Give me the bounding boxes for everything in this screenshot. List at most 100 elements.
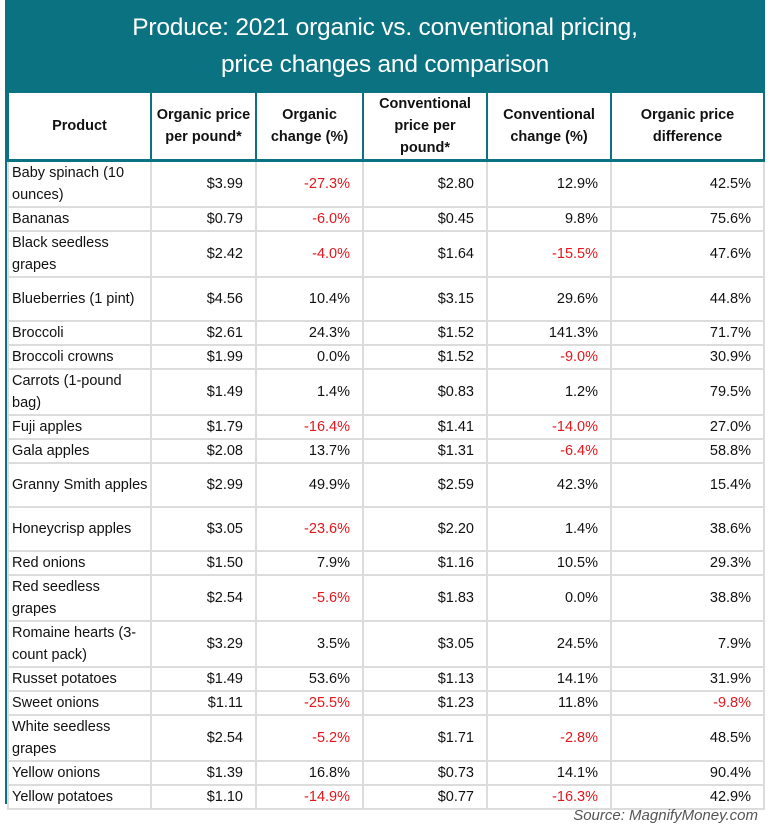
- cell-conventional-price: $2.80: [362, 159, 488, 208]
- title-line-1: Produce: 2021 organic vs. conventional p…: [132, 14, 638, 41]
- cell-conventional-change: 10.5%: [486, 550, 612, 576]
- cell-organic-price: $1.50: [150, 550, 257, 576]
- cell-organic-difference: 58.8%: [610, 438, 765, 464]
- table-row: Granny Smith apples $2.99 49.9% $2.59 42.3% 1…: [7, 462, 765, 508]
- cell-conventional-price: $3.15: [362, 276, 488, 322]
- cell-conventional-price: $2.59: [362, 462, 488, 508]
- source-credit: Source: MagnifyMoney.com: [573, 807, 758, 824]
- cell-organic-price: $2.42: [150, 230, 257, 278]
- cell-organic-price: $2.61: [150, 320, 257, 346]
- cell-product: Blueberries (1 pint): [7, 276, 152, 322]
- header-organic-price: Organic price per pound*: [150, 93, 257, 162]
- cell-organic-price: $2.08: [150, 438, 257, 464]
- cell-conventional-price: $1.16: [362, 550, 488, 576]
- cell-organic-change: -4.0%: [255, 230, 364, 278]
- cell-product: Red onions: [7, 550, 152, 576]
- cell-organic-price: $1.99: [150, 344, 257, 370]
- cell-conventional-price: $1.52: [362, 320, 488, 346]
- header-conventional-change: Conventional change (%): [486, 93, 612, 162]
- cell-product: Black seedless grapes: [7, 230, 152, 278]
- cell-organic-difference: 31.9%: [610, 666, 765, 692]
- cell-conventional-price: $3.05: [362, 620, 488, 668]
- cell-organic-difference: 90.4%: [610, 760, 765, 786]
- cell-organic-price: $3.99: [150, 159, 257, 208]
- table-row: Russet potatoes $1.49 53.6% $1.13 14.1% 31.9%: [7, 666, 765, 692]
- table-row: Yellow potatoes $1.10 -14.9% $0.77 -16.3% 42.…: [7, 784, 765, 810]
- cell-conventional-change: 29.6%: [486, 276, 612, 322]
- cell-organic-price: $1.49: [150, 368, 257, 416]
- cell-conventional-price: $1.23: [362, 690, 488, 716]
- cell-organic-price: $1.39: [150, 760, 257, 786]
- cell-conventional-change: -2.8%: [486, 714, 612, 762]
- cell-conventional-change: 14.1%: [486, 760, 612, 786]
- table-row: Red seedless grapes $2.54 -5.6% $1.83 0.0% 38…: [7, 574, 765, 622]
- cell-organic-difference: 42.9%: [610, 784, 765, 810]
- cell-organic-difference: 42.5%: [610, 159, 765, 208]
- cell-organic-difference: 27.0%: [610, 414, 765, 440]
- cell-organic-change: 53.6%: [255, 666, 364, 692]
- cell-conventional-price: $1.64: [362, 230, 488, 278]
- cell-organic-difference: 47.6%: [610, 230, 765, 278]
- cell-conventional-change: -9.0%: [486, 344, 612, 370]
- cell-conventional-price: $0.45: [362, 206, 488, 232]
- cell-conventional-price: $0.73: [362, 760, 488, 786]
- cell-product: Honeycrisp apples: [7, 506, 152, 552]
- table-row: Gala apples $2.08 13.7% $1.31 -6.4% 58.8%: [7, 438, 765, 464]
- cell-organic-change: 7.9%: [255, 550, 364, 576]
- cell-organic-difference: 38.8%: [610, 574, 765, 622]
- cell-organic-change: -14.9%: [255, 784, 364, 810]
- cell-product: Romaine hearts (3-count pack): [7, 620, 152, 668]
- table-row: Bananas $0.79 -6.0% $0.45 9.8% 75.6%: [7, 206, 765, 232]
- cell-conventional-change: 0.0%: [486, 574, 612, 622]
- cell-conventional-price: $1.13: [362, 666, 488, 692]
- table-row: Red onions $1.50 7.9% $1.16 10.5% 29.3%: [7, 550, 765, 576]
- cell-organic-difference: 30.9%: [610, 344, 765, 370]
- cell-conventional-change: -15.5%: [486, 230, 612, 278]
- cell-conventional-price: $1.83: [362, 574, 488, 622]
- cell-organic-price: $2.54: [150, 574, 257, 622]
- header-organic-change: Organic change (%): [255, 93, 364, 162]
- cell-organic-price: $1.79: [150, 414, 257, 440]
- cell-conventional-change: 1.2%: [486, 368, 612, 416]
- cell-product: Broccoli: [7, 320, 152, 346]
- cell-product: White seedless grapes: [7, 714, 152, 762]
- table-row: Baby spinach (10 ounces) $3.99 -27.3% $2.80…: [7, 159, 765, 208]
- table-title: Produce: 2021 organic vs. conventional p…: [7, 0, 763, 93]
- cell-organic-price: $1.11: [150, 690, 257, 716]
- cell-organic-change: -27.3%: [255, 159, 364, 208]
- cell-conventional-change: -14.0%: [486, 414, 612, 440]
- cell-conventional-change: 9.8%: [486, 206, 612, 232]
- cell-organic-difference: 44.8%: [610, 276, 765, 322]
- cell-conventional-price: $1.52: [362, 344, 488, 370]
- cell-organic-change: 16.8%: [255, 760, 364, 786]
- cell-organic-change: 10.4%: [255, 276, 364, 322]
- cell-organic-price: $3.05: [150, 506, 257, 552]
- cell-organic-change: -23.6%: [255, 506, 364, 552]
- header-organic-difference: Organic price difference: [610, 93, 765, 162]
- cell-conventional-change: 42.3%: [486, 462, 612, 508]
- table-row: Fuji apples $1.79 -16.4% $1.41 -14.0% 27.0%: [7, 414, 765, 440]
- cell-product: Russet potatoes: [7, 666, 152, 692]
- cell-conventional-price: $2.20: [362, 506, 488, 552]
- cell-conventional-price: $0.77: [362, 784, 488, 810]
- cell-organic-change: -16.4%: [255, 414, 364, 440]
- cell-organic-price: $0.79: [150, 206, 257, 232]
- cell-organic-difference: 75.6%: [610, 206, 765, 232]
- table-row: Black seedless grapes $2.42 -4.0% $1.64 -15.…: [7, 230, 765, 278]
- cell-conventional-change: 141.3%: [486, 320, 612, 346]
- cell-conventional-change: 14.1%: [486, 666, 612, 692]
- cell-product: Fuji apples: [7, 414, 152, 440]
- cell-organic-price: $1.49: [150, 666, 257, 692]
- cell-conventional-price: $1.41: [362, 414, 488, 440]
- cell-organic-difference: 79.5%: [610, 368, 765, 416]
- cell-organic-price: $1.10: [150, 784, 257, 810]
- cell-organic-difference: 7.9%: [610, 620, 765, 668]
- table-row: Romaine hearts (3-count pack) $3.29 3.5% $3…: [7, 620, 765, 668]
- table-row: Sweet onions $1.11 -25.5% $1.23 11.8% -9.8%: [7, 690, 765, 716]
- cell-product: Broccoli crowns: [7, 344, 152, 370]
- cell-product: Granny Smith apples: [7, 462, 152, 508]
- cell-organic-difference: 38.6%: [610, 506, 765, 552]
- cell-organic-difference: 48.5%: [610, 714, 765, 762]
- cell-organic-change: 0.0%: [255, 344, 364, 370]
- table-row: White seedless grapes $2.54 -5.2% $1.71 -2.8…: [7, 714, 765, 762]
